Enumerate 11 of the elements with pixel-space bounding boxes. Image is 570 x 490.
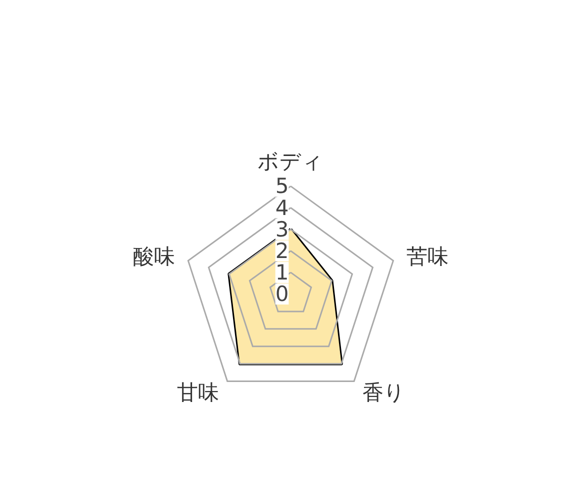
y-tick-label: 1 bbox=[275, 260, 289, 284]
spoke-label: 甘味 bbox=[177, 380, 220, 405]
spoke-label: 苦味 bbox=[406, 244, 449, 268]
spoke-label: 香り bbox=[362, 380, 406, 405]
y-tick-label: 5 bbox=[275, 174, 289, 198]
spoke-label: ボディ bbox=[258, 150, 324, 174]
spoke-label: 酸味 bbox=[132, 244, 175, 268]
y-tick-label: 4 bbox=[275, 196, 289, 220]
y-tick-label: 2 bbox=[275, 238, 289, 263]
y-tick-label: 0 bbox=[275, 282, 289, 306]
y-tick-label: 3 bbox=[275, 217, 289, 242]
